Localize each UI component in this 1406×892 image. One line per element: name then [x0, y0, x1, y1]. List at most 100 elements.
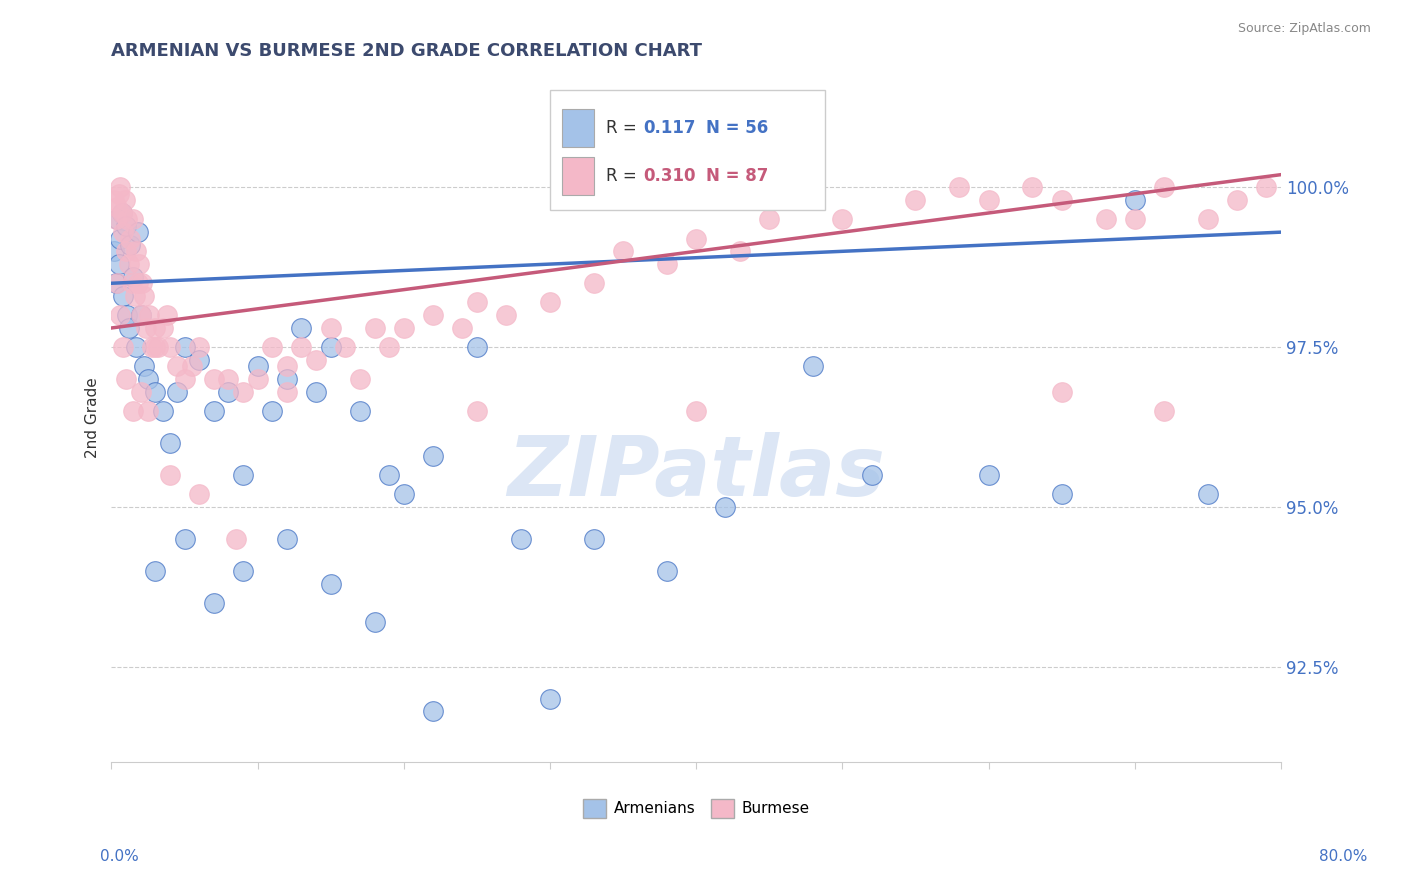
- Point: [115, 219, 138, 233]
- Y-axis label: 2nd Grade: 2nd Grade: [86, 377, 100, 458]
- Point: [378, 340, 401, 354]
- Legend: Armenians, Burmese: Armenians, Burmese: [576, 793, 815, 824]
- Text: R =: R =: [606, 167, 643, 185]
- Point: [188, 353, 211, 368]
- Point: [276, 359, 298, 374]
- Point: [104, 277, 127, 291]
- Point: [166, 359, 188, 374]
- Point: [948, 180, 970, 194]
- Point: [392, 487, 415, 501]
- Point: [465, 295, 488, 310]
- Text: 0.117: 0.117: [644, 119, 696, 136]
- Point: [1050, 487, 1073, 501]
- Point: [422, 449, 444, 463]
- Point: [117, 308, 139, 322]
- Point: [714, 500, 737, 514]
- Point: [108, 231, 131, 245]
- Point: [217, 372, 239, 386]
- Point: [246, 372, 269, 386]
- Point: [801, 359, 824, 374]
- Point: [538, 691, 561, 706]
- Point: [1153, 404, 1175, 418]
- Point: [202, 372, 225, 386]
- Point: [152, 404, 174, 418]
- Point: [136, 404, 159, 418]
- Point: [173, 372, 195, 386]
- Text: 80.0%: 80.0%: [1319, 849, 1367, 863]
- Text: N = 56: N = 56: [706, 119, 768, 136]
- Point: [143, 321, 166, 335]
- Point: [363, 615, 385, 629]
- Text: 0.310: 0.310: [644, 167, 696, 185]
- Point: [495, 308, 517, 322]
- Point: [319, 576, 342, 591]
- Point: [465, 404, 488, 418]
- Point: [290, 340, 312, 354]
- Point: [225, 532, 247, 546]
- Text: 0.0%: 0.0%: [100, 849, 139, 863]
- Point: [305, 384, 328, 399]
- Point: [112, 340, 135, 354]
- Point: [105, 212, 128, 227]
- Point: [1226, 193, 1249, 207]
- Point: [977, 467, 1000, 482]
- Text: ZIPatlas: ZIPatlas: [508, 432, 886, 513]
- Point: [801, 193, 824, 207]
- Text: Source: ZipAtlas.com: Source: ZipAtlas.com: [1237, 22, 1371, 36]
- Point: [232, 384, 254, 399]
- Point: [127, 277, 149, 291]
- Point: [159, 436, 181, 450]
- Point: [135, 321, 157, 335]
- Point: [112, 289, 135, 303]
- Point: [1153, 180, 1175, 194]
- FancyBboxPatch shape: [550, 90, 825, 211]
- Text: N = 87: N = 87: [706, 167, 768, 185]
- Point: [108, 308, 131, 322]
- Point: [232, 467, 254, 482]
- Point: [305, 353, 328, 368]
- Point: [422, 308, 444, 322]
- Point: [148, 340, 170, 354]
- Point: [319, 321, 342, 335]
- Point: [125, 244, 148, 259]
- Point: [363, 321, 385, 335]
- Point: [276, 384, 298, 399]
- Point: [173, 532, 195, 546]
- Point: [188, 487, 211, 501]
- Point: [121, 277, 143, 291]
- Point: [166, 384, 188, 399]
- Point: [118, 321, 141, 335]
- Point: [108, 180, 131, 194]
- FancyBboxPatch shape: [561, 109, 595, 146]
- Point: [132, 359, 155, 374]
- Point: [262, 404, 284, 418]
- Point: [1021, 180, 1043, 194]
- Point: [1050, 193, 1073, 207]
- Point: [202, 596, 225, 610]
- Point: [103, 244, 125, 259]
- Point: [141, 340, 163, 354]
- Point: [127, 225, 149, 239]
- Point: [111, 206, 134, 220]
- Point: [1094, 212, 1116, 227]
- Point: [451, 321, 474, 335]
- Point: [232, 564, 254, 578]
- Point: [105, 200, 128, 214]
- Point: [103, 193, 125, 207]
- Point: [173, 340, 195, 354]
- Point: [104, 212, 127, 227]
- Point: [138, 308, 160, 322]
- Point: [115, 244, 138, 259]
- Point: [392, 321, 415, 335]
- FancyBboxPatch shape: [561, 157, 595, 195]
- Point: [122, 212, 145, 227]
- Point: [129, 308, 152, 322]
- Text: R =: R =: [606, 119, 643, 136]
- Point: [107, 257, 129, 271]
- Point: [276, 372, 298, 386]
- Point: [115, 372, 138, 386]
- Point: [159, 340, 181, 354]
- Point: [758, 212, 780, 227]
- Point: [349, 372, 371, 386]
- Point: [122, 269, 145, 284]
